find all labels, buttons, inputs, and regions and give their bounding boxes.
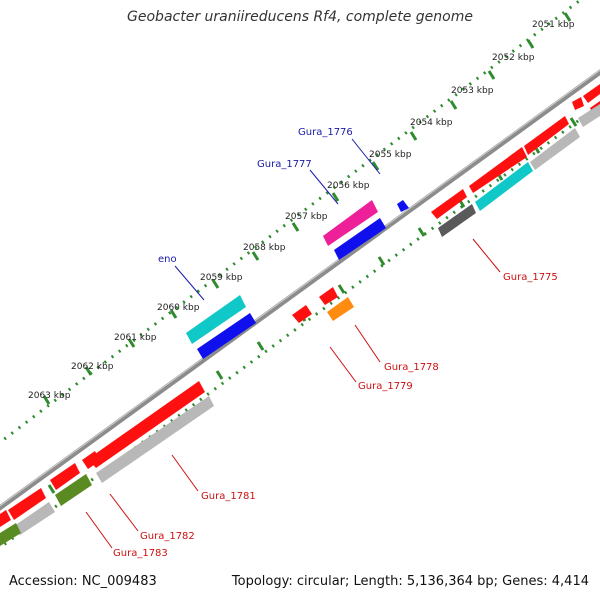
gene-red xyxy=(431,189,467,219)
gene-olive xyxy=(0,523,21,546)
tick-label: 2060 kbp xyxy=(157,303,200,313)
major-ticks xyxy=(42,12,572,405)
gene-red xyxy=(82,451,100,469)
tick-label: 2061 kbp xyxy=(114,333,157,343)
genome-backbone-highlight xyxy=(0,69,600,507)
gene-label[interactable]: Gura_1777 xyxy=(257,159,312,170)
gene-darkgray xyxy=(438,204,476,237)
gene-red xyxy=(583,84,600,103)
gene-red xyxy=(50,463,80,490)
tick-label: 2059 kbp xyxy=(200,273,243,283)
tick-label: 2057 kbp xyxy=(285,212,328,222)
gene-red xyxy=(572,97,584,110)
gene-label[interactable]: Gura_1775 xyxy=(503,272,558,283)
gene-red xyxy=(469,147,527,193)
gene-red xyxy=(292,305,312,323)
gene-label[interactable]: Gura_1783 xyxy=(113,548,168,559)
outer-dotted-guide xyxy=(0,0,583,445)
gene-magenta xyxy=(323,200,378,246)
reverse-genes xyxy=(0,287,354,546)
tick-label: 2058 kbp xyxy=(243,243,286,253)
gene-gray xyxy=(96,396,214,483)
gene-gray xyxy=(578,104,600,127)
tick-label: 2054 kbp xyxy=(410,118,453,128)
leader-lines xyxy=(85,138,501,549)
gene-label[interactable]: Gura_1779 xyxy=(358,381,413,392)
gene-cyan xyxy=(186,295,246,344)
tick-label: 2056 kbp xyxy=(327,181,370,191)
gene-label[interactable]: Gura_1778 xyxy=(384,362,439,373)
genome-backbone xyxy=(0,69,600,511)
gene-label[interactable]: Gura_1781 xyxy=(201,491,256,502)
tick-label: 2051 kbp xyxy=(532,20,575,30)
map-title: Geobacter uraniireducens Rf4, complete g… xyxy=(127,9,473,25)
gene-red xyxy=(319,287,338,305)
gene-olive xyxy=(55,474,92,506)
tick-label: 2062 kbp xyxy=(71,362,114,372)
genome-summary: Topology: circular; Length: 5,136,364 bp… xyxy=(231,574,589,589)
gene-label[interactable]: eno xyxy=(158,254,177,265)
gene-red xyxy=(88,381,205,468)
gene-red xyxy=(0,510,11,527)
gene-label[interactable]: Gura_1782 xyxy=(140,531,195,542)
gene-blue xyxy=(334,218,386,260)
gene-blue xyxy=(397,200,409,212)
gene-gray xyxy=(530,128,580,170)
tick-label: 2055 kbp xyxy=(369,150,412,160)
gene-red xyxy=(8,488,46,520)
forward-genes xyxy=(186,84,600,359)
tick-label: 2052 kbp xyxy=(492,53,535,63)
gene-label[interactable]: Gura_1776 xyxy=(298,127,353,138)
gene-gray xyxy=(14,502,55,535)
gene-orange xyxy=(327,297,354,321)
gene-cyan xyxy=(475,162,533,211)
tick-label: 2053 kbp xyxy=(451,86,494,96)
gene-red xyxy=(524,116,569,155)
accession-label: Accession: NC_009483 xyxy=(9,574,157,589)
gene-blue xyxy=(197,313,256,359)
tick-label: 2063 kbp xyxy=(28,391,71,401)
